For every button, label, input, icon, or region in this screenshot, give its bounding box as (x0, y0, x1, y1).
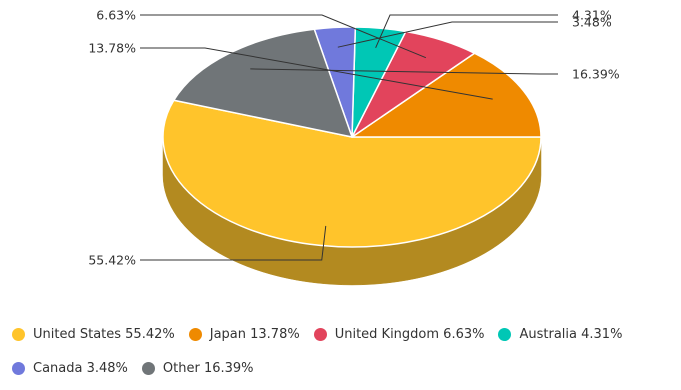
legend-swatch-united-states (12, 327, 25, 341)
legend-label: Other 16.39% (162, 360, 254, 376)
data-label-canada: 3.48% (572, 15, 612, 30)
legend-swatch-canada (12, 361, 25, 375)
data-label-other: 16.39% (572, 67, 620, 82)
leader-line-united-states (140, 225, 327, 261)
leader-line-canada (337, 21, 558, 48)
legend-label: United Kingdom 6.63% (334, 326, 485, 342)
legend-swatch-australia (498, 327, 512, 341)
chart-legend: United States 55.42% Japan 13.78% United… (12, 322, 677, 390)
pie-chart: 55.42% 13.78% 6.63% 4.31%3.48% 16.39% (88, 8, 620, 286)
legend-row-1: United States 55.42% Japan 13.78% United… (12, 322, 677, 346)
pie-slice-other (173, 28, 353, 138)
leader-line-japan (140, 47, 493, 100)
data-label-united-states: 55.42% (88, 253, 136, 268)
legend-item-japan[interactable]: Japan 13.78% (188, 326, 300, 342)
data-label-united-kingdom: 6.63% (96, 8, 136, 23)
leader-line-australia (375, 14, 558, 49)
legend-label: United States 55.42% (33, 326, 175, 342)
legend-item-united-states[interactable]: United States 55.42% (12, 327, 175, 342)
leader-line-other (250, 68, 558, 75)
legend-label: Japan 13.78% (209, 326, 300, 342)
legend-label: Canada 3.48% (33, 360, 128, 376)
legend-item-other[interactable]: Other 16.39% (141, 360, 254, 376)
legend-item-australia[interactable]: Australia 4.31% (498, 327, 622, 342)
pie-slice-united-states (162, 99, 542, 248)
data-label-japan: 13.78% (88, 41, 136, 56)
legend-swatch-japan (188, 327, 202, 341)
legend-item-canada[interactable]: Canada 3.48% (12, 361, 128, 376)
legend-swatch-united-kingdom (313, 327, 327, 341)
leader-line-united-kingdom (140, 14, 427, 59)
legend-swatch-other (141, 361, 155, 375)
legend-label: Australia 4.31% (519, 326, 623, 342)
legend-row-2: Canada 3.48% Other 16.39% (12, 356, 677, 380)
pie-slice-japan (351, 52, 542, 138)
data-label-australia: 4.31% (572, 8, 612, 23)
legend-item-united-kingdom[interactable]: United Kingdom 6.63% (313, 326, 485, 342)
